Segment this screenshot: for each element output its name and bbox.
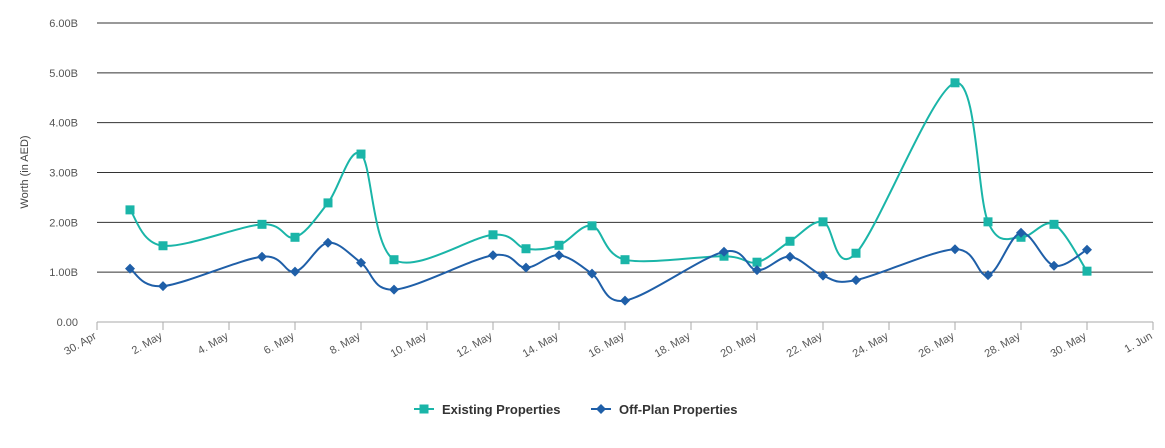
data-point-diamond[interactable]: [554, 250, 564, 261]
data-point-diamond[interactable]: [983, 270, 993, 281]
data-point-diamond[interactable]: [620, 295, 630, 306]
data-point-diamond[interactable]: [356, 257, 366, 268]
x-tick-label: 12. May: [455, 330, 495, 360]
legend[interactable]: Existing Properties Off-Plan Properties: [414, 402, 737, 417]
x-tick-label: 10. May: [389, 330, 429, 360]
data-point-diamond[interactable]: [323, 237, 333, 248]
data-point-diamond[interactable]: [125, 263, 135, 274]
y-tick-label: 3.00B: [49, 168, 78, 180]
data-point-diamond[interactable]: [1016, 227, 1026, 238]
x-tick-label: 30. May: [1049, 330, 1089, 360]
data-point-square[interactable]: [389, 255, 399, 265]
data-point-diamond[interactable]: [950, 244, 960, 255]
data-point-square[interactable]: [356, 149, 366, 159]
x-tick-label: 30. Apr: [62, 330, 98, 358]
y-tick-label: 0.00: [57, 317, 78, 329]
series-line: [129, 231, 1088, 302]
legend-marker[interactable]: [596, 404, 606, 414]
legend-label: Off-Plan Properties: [619, 402, 737, 417]
x-axis: 30. Apr 2. May 4. May 6. May 8. May 10. May 12…: [62, 321, 1155, 360]
data-point-square[interactable]: [1049, 219, 1059, 229]
y-tick-label: 6.00B: [49, 18, 78, 30]
x-tick-label: 6. May: [262, 330, 297, 357]
data-point-square[interactable]: [488, 230, 498, 240]
y-tick-label: 2.00B: [49, 217, 78, 229]
data-point-square[interactable]: [950, 78, 960, 88]
legend-marker[interactable]: [419, 404, 429, 414]
x-tick-label: 8. May: [328, 330, 363, 357]
data-point-square[interactable]: [521, 244, 531, 254]
data-point-diamond[interactable]: [752, 265, 762, 276]
y-axis: 0.00 1.00B 2.00B 3.00B 4.00B 5.00B 6.00B: [49, 18, 78, 329]
y-tick-label: 1.00B: [49, 267, 78, 279]
data-point-diamond[interactable]: [1049, 260, 1059, 271]
x-tick-label: 20. May: [719, 330, 759, 360]
y-tick-label: 4.00B: [49, 118, 78, 130]
data-point-diamond[interactable]: [389, 284, 399, 295]
series-off-plan-properties: [125, 227, 1092, 306]
x-tick-label: 24. May: [851, 330, 891, 360]
data-point-diamond[interactable]: [587, 268, 597, 279]
grid-lines: [97, 22, 1153, 323]
data-point-square[interactable]: [818, 217, 828, 227]
data-point-square[interactable]: [785, 236, 795, 246]
data-point-square[interactable]: [851, 248, 861, 258]
legend-item[interactable]: Existing Properties: [414, 402, 560, 417]
data-point-diamond[interactable]: [488, 250, 498, 261]
data-point-square[interactable]: [1082, 266, 1092, 276]
x-tick-label: 26. May: [917, 330, 957, 360]
data-point-diamond[interactable]: [1082, 244, 1092, 255]
data-point-square[interactable]: [158, 241, 168, 251]
data-point-diamond[interactable]: [290, 266, 300, 277]
data-point-square[interactable]: [554, 240, 564, 250]
x-tick-label: 28. May: [983, 330, 1023, 360]
data-point-square[interactable]: [323, 198, 333, 208]
data-point-square[interactable]: [587, 221, 597, 231]
legend-label: Existing Properties: [442, 402, 560, 417]
series-layer: [125, 78, 1092, 306]
data-point-diamond[interactable]: [158, 281, 168, 292]
data-point-square[interactable]: [620, 255, 630, 265]
x-tick-label: 22. May: [785, 330, 825, 360]
x-tick-label: 14. May: [521, 330, 561, 360]
x-tick-label: 4. May: [196, 330, 231, 357]
x-tick-label: 18. May: [653, 330, 693, 360]
data-point-diamond[interactable]: [818, 270, 828, 281]
data-point-square[interactable]: [290, 232, 300, 242]
x-tick-label: 1. Jun: [1123, 330, 1155, 355]
data-point-square[interactable]: [257, 219, 267, 229]
y-axis-label: Worth (in AED): [19, 135, 31, 208]
x-tick-label: 16. May: [587, 330, 627, 360]
y-tick-label: 5.00B: [49, 68, 78, 80]
data-point-square[interactable]: [983, 217, 993, 227]
x-tick-label: 2. May: [130, 330, 165, 357]
legend-item[interactable]: Off-Plan Properties: [591, 402, 737, 417]
series-line: [129, 81, 1088, 272]
data-point-diamond[interactable]: [257, 251, 267, 262]
data-point-diamond[interactable]: [851, 275, 861, 286]
data-point-diamond[interactable]: [785, 251, 795, 262]
data-point-square[interactable]: [752, 257, 762, 267]
data-point-diamond[interactable]: [719, 246, 729, 257]
data-point-diamond[interactable]: [521, 262, 531, 273]
series-existing-properties: [125, 78, 1092, 276]
data-point-square[interactable]: [125, 205, 135, 215]
